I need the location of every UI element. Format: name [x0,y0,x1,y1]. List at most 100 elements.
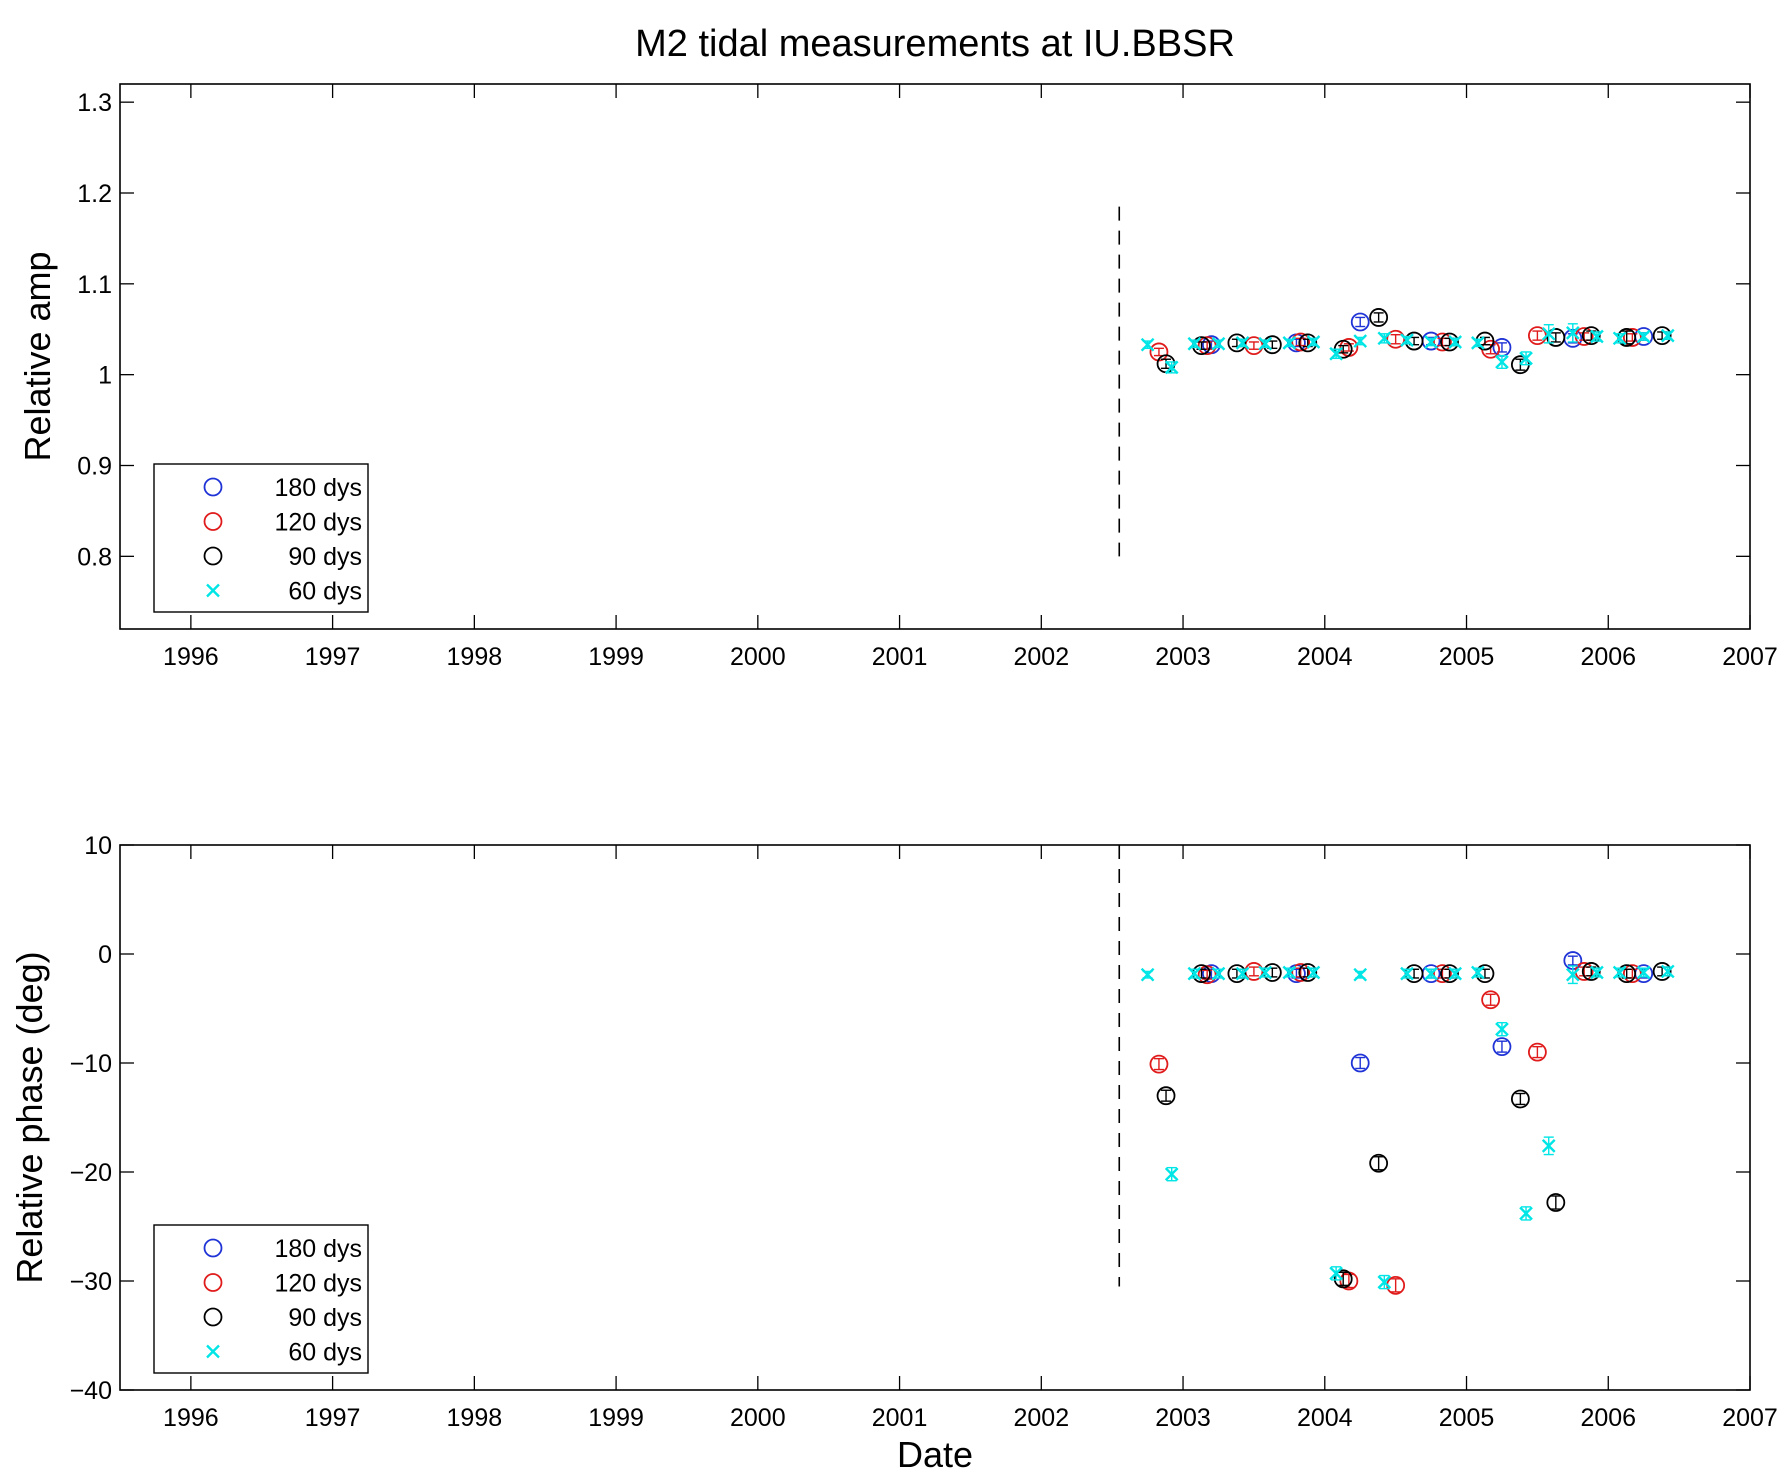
data-point-x [1140,967,1155,982]
legend-marker-circle [203,1273,223,1292]
legend-marker-circle [203,477,223,497]
y-axis-label: Relative phase (deg) [9,951,50,1283]
y-tick-label: 1.2 [77,180,112,208]
y-axis-label: Relative amp [17,251,58,461]
y-tick-label: 1.3 [77,89,112,117]
legend-label: 120 dys [274,1270,362,1298]
x-tick-label: 1999 [588,643,644,671]
data-point-circle [1333,1269,1353,1289]
data-point-x [1211,336,1226,351]
data-point-circle [1433,332,1452,352]
x-tick-label: 2006 [1580,643,1636,671]
data-point-x [1400,966,1414,981]
x-tick-label: 2005 [1439,1404,1495,1432]
data-point-circle [1291,332,1311,352]
phase-panel: 1996 1997 1998 1999 2000 2001 2002 2003 2004 2005… [9,832,1778,1475]
data-point-x [1471,965,1485,980]
data-point-circle [1298,963,1318,982]
legend-box [153,1224,369,1374]
y-tick-label: 0.9 [77,453,112,481]
data-point-circle [1546,328,1566,347]
legend: 180 dys 120 dys 90 dys 60 dys [153,1224,369,1374]
data-point-circle [1581,962,1601,981]
x-tick-label: 2000 [730,1404,786,1432]
data-point-circle [1369,308,1389,327]
legend-label: 60 dys [288,1339,362,1367]
legend-marker-circle [203,1307,223,1327]
y-tick-label: −10 [70,1050,112,1078]
data-point-circle [1440,964,1459,984]
data-point-circle [1652,962,1672,981]
y-tick-label: −20 [70,1159,112,1187]
amplitude-panel: 1996 1997 1998 1999 2000 2001 2002 2003 2004 2005… [17,83,1778,671]
legend-marker-x [206,1344,220,1359]
data-point-circle [1652,326,1672,346]
x-tick-label: 1996 [163,1404,219,1432]
x-tick-label: 1998 [447,643,503,671]
legend-label: 120 dys [274,509,362,537]
data-point-x [1448,966,1463,981]
legend-marker-circle [203,1238,223,1258]
data-point-x [1306,965,1321,980]
data-point-circle [1156,1086,1176,1106]
figure-title: M2 tidal measurements at IU.BBSR [635,23,1235,65]
x-tick-label: 2003 [1155,1404,1211,1432]
data-point-x [1424,966,1438,981]
data-point-x [1329,346,1343,361]
data-point-x [1164,360,1179,375]
x-tick-label: 1996 [163,643,219,671]
data-point-x [1353,334,1368,348]
x-tick-label: 2007 [1722,1404,1778,1432]
data-point-x [1590,329,1604,344]
legend-marker-circle [203,512,223,531]
legend-label: 60 dys [288,578,362,606]
data-point-circle [1227,333,1247,353]
data-point-x [1258,336,1273,351]
x-tick-label: 2005 [1439,643,1495,671]
data-point-x [1519,351,1533,366]
data-point-circle [1546,1193,1566,1212]
x-tick-label: 1997 [305,643,361,671]
data-point-x [1541,1138,1556,1153]
axes-frame [119,844,1751,1391]
y-tick-label: 10 [84,832,112,860]
legend-box [153,463,369,613]
data-point-x [1495,1022,1509,1037]
data-point-circle [1369,1153,1389,1173]
data-point-circle [1291,963,1311,982]
data-point-circle [1440,332,1459,352]
data-point-x [1471,336,1485,350]
x-tick-label: 2001 [872,643,928,671]
data-point-x [1306,335,1321,349]
data-point-x [1541,326,1556,341]
data-point-x [1636,965,1651,980]
x-tick-label: 2001 [872,1404,928,1432]
data-point-circle [1622,328,1642,347]
x-tick-label: 1998 [447,1404,503,1432]
x-tick-label: 2000 [730,643,786,671]
y-tick-label: 0.8 [77,543,112,571]
data-point-x [1329,1266,1343,1281]
x-axis-label: Date [897,1434,973,1475]
legend-label: 90 dys [288,1304,362,1332]
data-point-x [1590,965,1604,980]
data-point-x [1282,336,1297,350]
data-point-circle [1386,329,1406,349]
data-point-x [1612,965,1627,980]
legend-marker-x [206,583,220,598]
data-point-x [1495,355,1509,369]
data-point-x [1258,965,1273,980]
data-point-x [1400,333,1414,347]
data-point-x [1164,1167,1179,1182]
x-tick-label: 2002 [1013,643,1069,671]
data-point-x [1636,329,1651,344]
legend-marker-circle [203,546,223,566]
legend: 180 dys 120 dys 90 dys 60 dys [153,463,369,613]
y-tick-label: −40 [70,1377,112,1405]
x-tick-label: 2003 [1155,643,1211,671]
y-tick-label: 0 [98,941,112,969]
data-point-x [1448,335,1463,349]
x-tick-label: 2002 [1013,1404,1069,1432]
x-tick-label: 2006 [1580,1404,1636,1432]
